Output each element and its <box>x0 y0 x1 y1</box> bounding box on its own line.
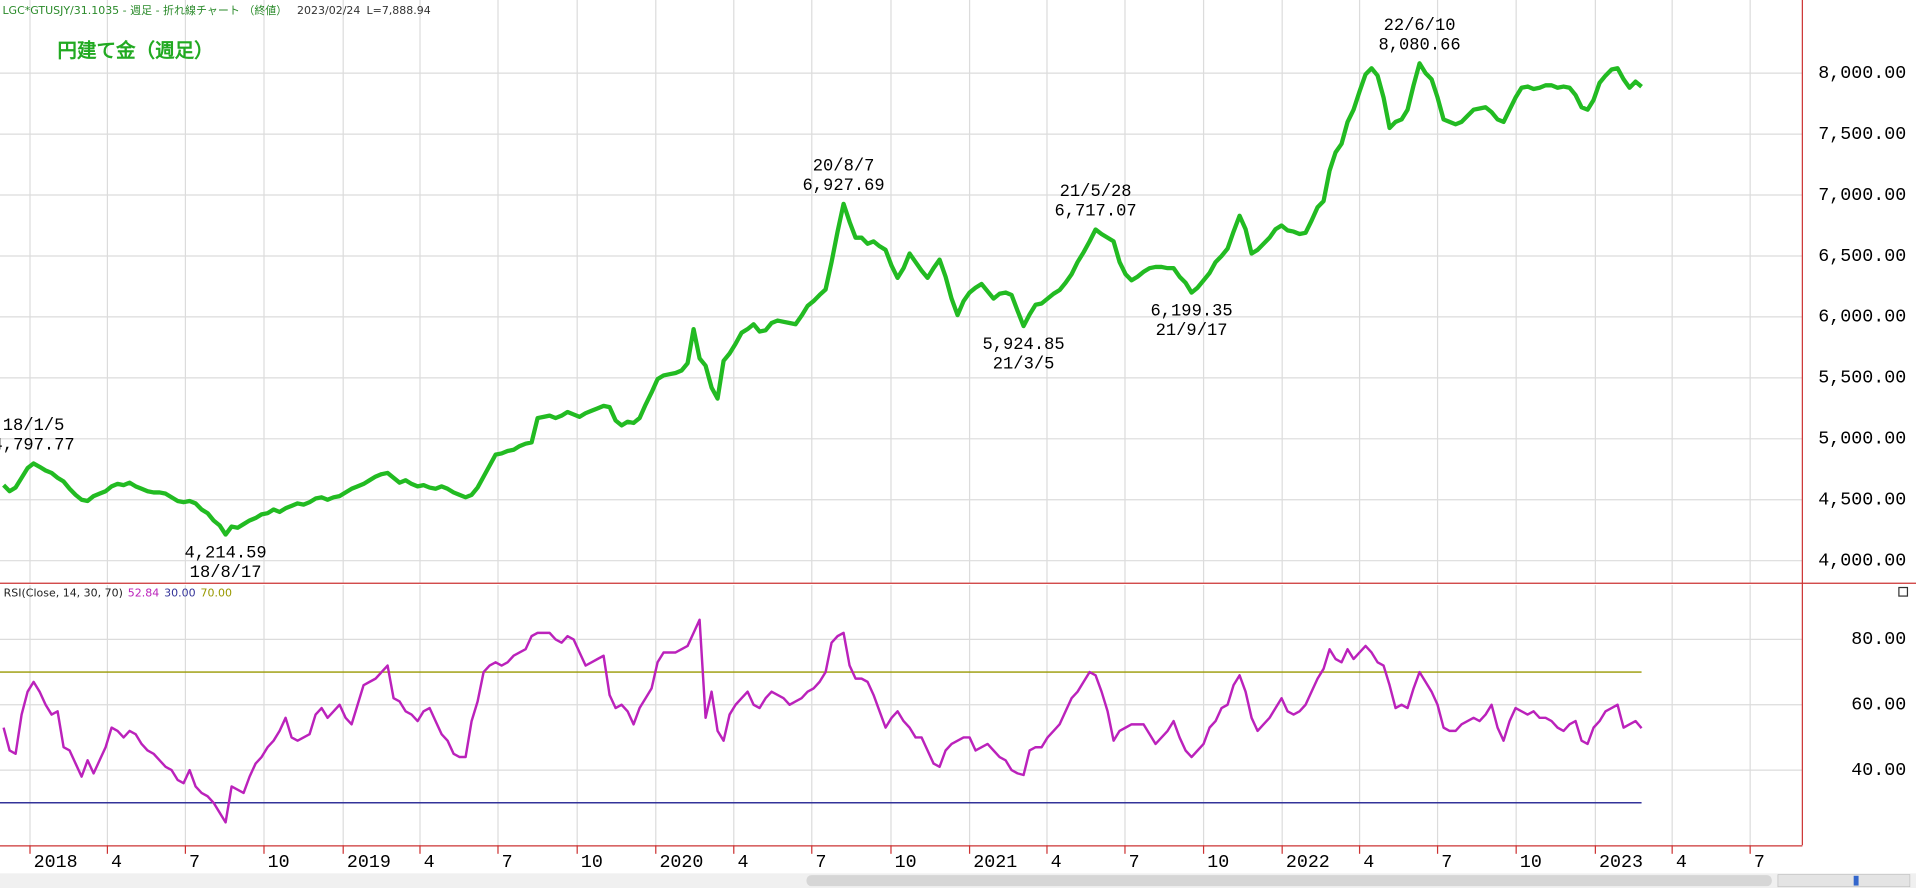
y-tick-label: 6,000.00 <box>1818 307 1906 328</box>
y-tick-label: 4,500.00 <box>1818 490 1906 511</box>
x-tick-label: 10 <box>1520 852 1542 873</box>
x-tick-label: 4 <box>424 852 435 873</box>
x-tick-label: 7 <box>1441 852 1452 873</box>
annotation-value: 4,797.77 <box>0 437 75 456</box>
x-tick-label: 10 <box>895 852 917 873</box>
x-tick-label: 2022 <box>1286 852 1330 873</box>
annotation-date: 20/8/7 <box>813 157 875 176</box>
x-tick-label: 10 <box>581 852 603 873</box>
price-line <box>2 61 1643 537</box>
x-tick-label: 4 <box>737 852 748 873</box>
annotation-value: 6,717.07 <box>1055 203 1137 222</box>
y-tick-label: 7,500.00 <box>1818 124 1906 145</box>
rsi-level-label: 30.00 <box>164 587 195 600</box>
y-tick-label: 4,000.00 <box>1818 551 1906 572</box>
x-tick-label: 2021 <box>973 852 1017 873</box>
header-last: L=7,888.94 <box>367 4 431 17</box>
x-tick-label: 7 <box>502 852 513 873</box>
y-tick-label: 6,500.00 <box>1818 246 1906 267</box>
annotation-value: 5,924.85 <box>983 336 1065 355</box>
header-symbol: LGC*GTUSJY/31.1035 - 週足 - 折れ線チャート （終値） <box>2 3 287 17</box>
scroll-thumb[interactable] <box>806 875 1772 887</box>
rsi-level-label: 70.00 <box>201 587 232 600</box>
x-tick-label: 4 <box>1363 852 1374 873</box>
x-tick-label: 2019 <box>347 852 391 873</box>
zoom-controls[interactable] <box>1777 874 1911 888</box>
annotation-date: 21/9/17 <box>1156 322 1228 341</box>
rsi-line <box>2 618 1643 824</box>
annotation-date: 22/6/10 <box>1384 17 1456 36</box>
rsi-header: RSI(Close, 14, 30, 70) 52.84 30.00 70.00 <box>4 587 232 600</box>
scrollbar[interactable] <box>0 873 1916 888</box>
annotation-value: 4,214.59 <box>185 544 267 563</box>
zoom-marker[interactable] <box>1853 875 1859 886</box>
y-tick-label: 40.00 <box>1851 760 1906 781</box>
x-tick-label: 7 <box>1754 852 1765 873</box>
x-tick-label: 4 <box>1676 852 1687 873</box>
x-tick-label: 7 <box>815 852 826 873</box>
annotation-value: 6,927.69 <box>803 177 885 196</box>
x-tick-label: 10 <box>268 852 290 873</box>
annotation-date: 21/3/5 <box>993 355 1055 374</box>
y-tick-label: 8,000.00 <box>1818 63 1906 84</box>
chart-title: 円建て金（週足） <box>57 39 213 62</box>
x-tick-label: 4 <box>111 852 122 873</box>
annotation-value: 6,199.35 <box>1151 302 1233 321</box>
y-tick-label: 5,500.00 <box>1818 368 1906 389</box>
rsi-title: RSI(Close, 14, 30, 70) <box>4 587 123 600</box>
annotation-date: 18/1/5 <box>3 417 65 436</box>
y-tick-label: 5,000.00 <box>1818 429 1906 450</box>
x-tick-label: 7 <box>1129 852 1140 873</box>
x-tick-label: 10 <box>1207 852 1229 873</box>
x-tick-label: 2020 <box>659 852 703 873</box>
x-tick-label: 7 <box>189 852 200 873</box>
rsi-last-value: 52.84 <box>128 587 159 600</box>
y-tick-label: 60.00 <box>1851 695 1906 716</box>
x-tick-label: 4 <box>1051 852 1062 873</box>
header: LGC*GTUSJY/31.1035 - 週足 - 折れ線チャート （終値） 20… <box>2 3 430 17</box>
x-tick-label: 2018 <box>34 852 78 873</box>
header-date: 2023/02/24 <box>297 4 360 17</box>
annotation-date: 21/5/28 <box>1060 183 1132 202</box>
annotation-value: 8,080.66 <box>1379 36 1461 55</box>
x-tick-label: 2023 <box>1599 852 1643 873</box>
y-tick-label: 80.00 <box>1851 629 1906 650</box>
annotation-date: 18/8/17 <box>190 564 262 583</box>
close-box[interactable] <box>1898 586 1909 597</box>
y-tick-label: 7,000.00 <box>1818 185 1906 206</box>
